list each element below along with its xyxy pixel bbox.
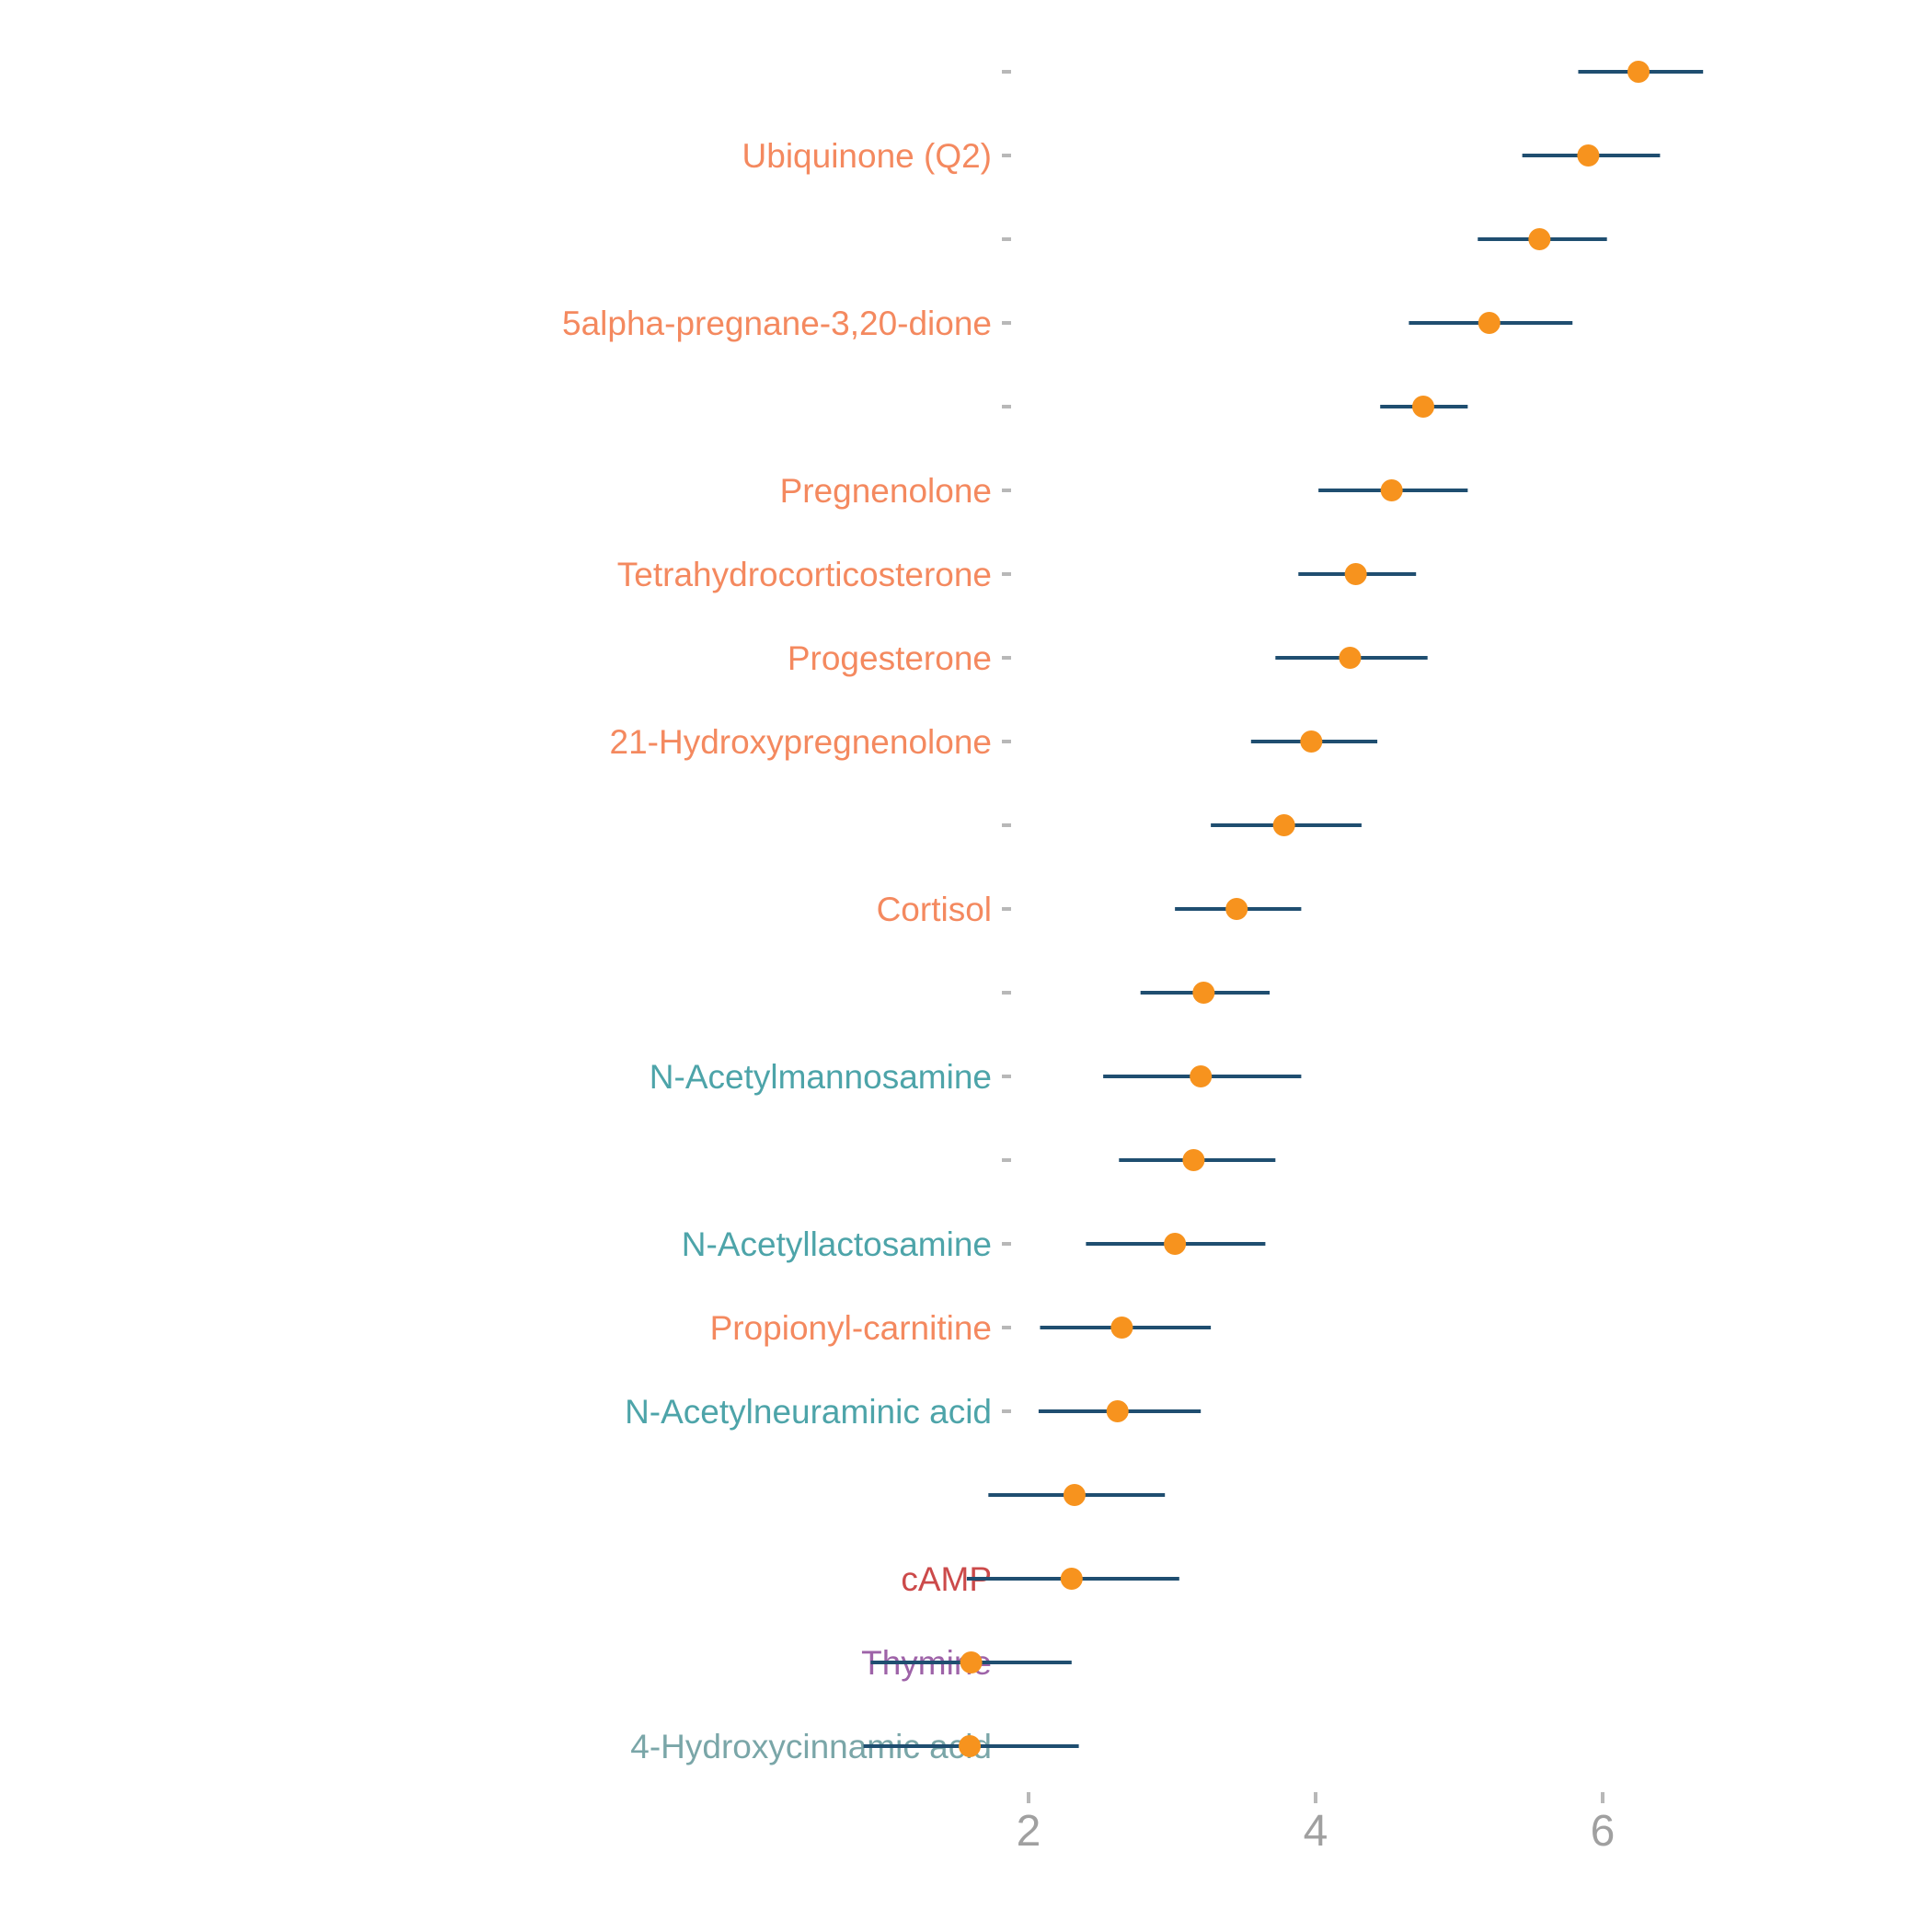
y-tick-label: N-Acetylneuraminic acid [625, 1393, 992, 1431]
data-point [959, 1735, 982, 1757]
data-point [1478, 312, 1501, 334]
data-point [1577, 144, 1600, 167]
data-point [960, 1651, 983, 1673]
y-tick-label: 5alpha-pregnane-3,20-dione [562, 305, 992, 342]
data-point [1627, 61, 1650, 83]
x-tick-label: 6 [1591, 1807, 1616, 1856]
y-tick-label: Progesterone [788, 639, 992, 677]
data-point [1412, 396, 1434, 418]
data-point [1344, 563, 1367, 585]
y-tick-label: Pregnenolone [780, 472, 992, 510]
x-tick-label: 2 [1017, 1807, 1041, 1856]
data-point [1272, 814, 1295, 836]
data-point [1060, 1568, 1083, 1590]
data-point [1192, 982, 1215, 1004]
data-point [1164, 1233, 1187, 1255]
x-axis: 2 4 6 [1017, 1792, 1616, 1856]
data-point [1528, 228, 1551, 250]
y-tick-label: N-Acetylmannosamine [650, 1058, 992, 1096]
y-tick-label: 21-Hydroxypregnenolone [610, 723, 993, 761]
data-point [1339, 647, 1362, 669]
data-point [1380, 479, 1403, 501]
y-tick-label: Cortisol [877, 891, 992, 928]
y-axis: Ubiquinone (Q2) 5alpha-pregnane-3,20-dion… [562, 70, 1011, 1765]
data-point [1063, 1484, 1086, 1506]
data-point [1300, 730, 1323, 753]
data-point [1110, 1317, 1133, 1339]
data-point [1106, 1400, 1129, 1422]
y-tick-label: Tetrahydrocorticosterone [617, 556, 992, 593]
y-tick-label: Propionyl-carnitine [710, 1309, 992, 1347]
data-point [1182, 1149, 1205, 1171]
data-point [1225, 898, 1248, 920]
point-layer [959, 61, 1650, 1757]
data-point [1190, 1065, 1213, 1087]
x-tick-label: 4 [1304, 1807, 1328, 1856]
y-tick-label: Ubiquinone (Q2) [742, 137, 992, 175]
y-tick-label: N-Acetyllactosamine [682, 1225, 992, 1263]
